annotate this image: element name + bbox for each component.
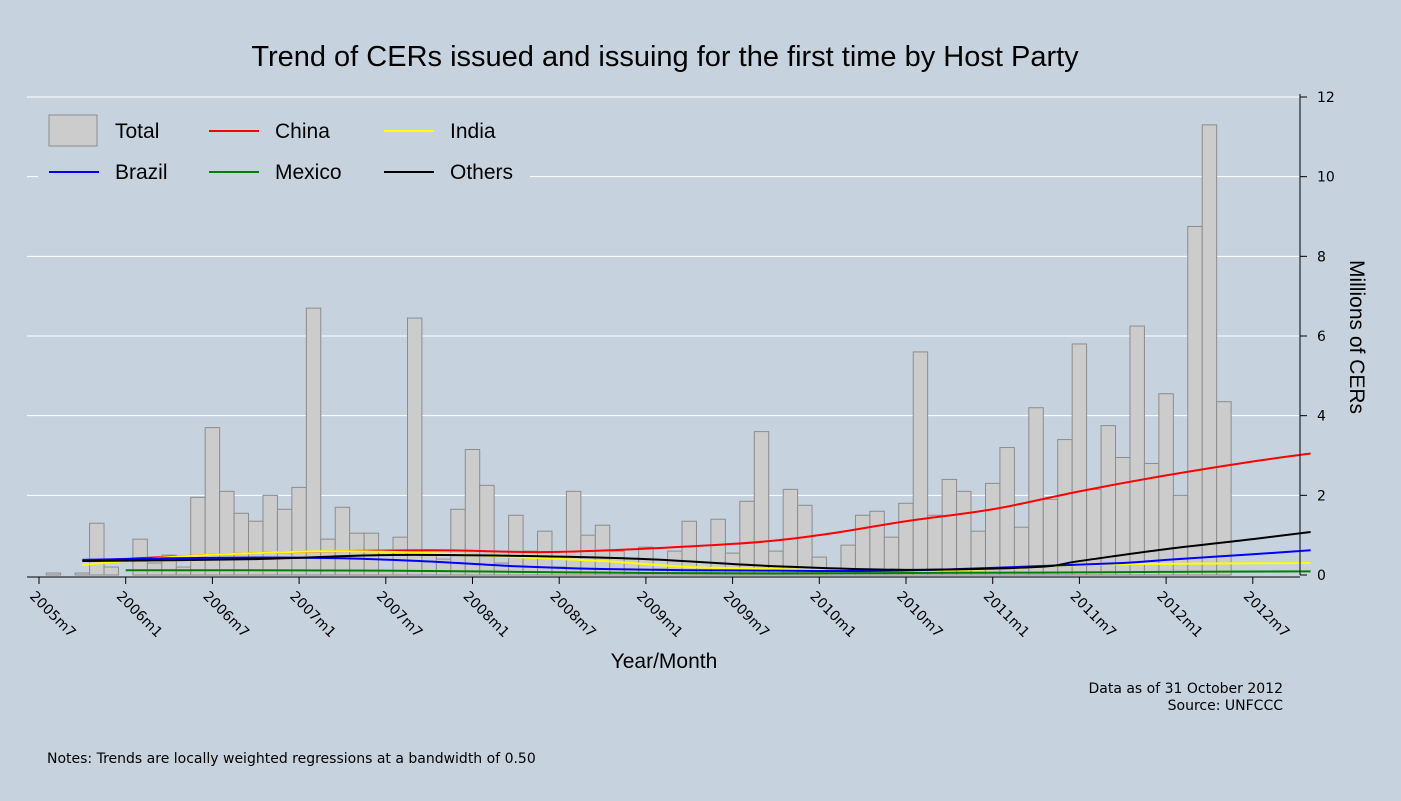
bar <box>1158 393 1174 576</box>
x-tick-label: 2005m7 <box>26 589 78 641</box>
y-axis: 0 2 4 6 8 10 12 <box>1299 90 1335 584</box>
bar <box>1042 498 1059 576</box>
legend-label-mexico: Mexico <box>275 161 342 184</box>
x-tick-label: 2009m7 <box>720 589 772 641</box>
bar <box>956 490 972 576</box>
legend-label-india: India <box>450 120 496 143</box>
y-tick-label: 10 <box>1317 170 1335 186</box>
bar <box>1071 343 1088 576</box>
bar <box>248 520 264 576</box>
bar <box>898 502 914 576</box>
data-date-note: Data as of 31 October 2012 <box>1088 681 1283 697</box>
bar <box>1100 425 1117 576</box>
bar <box>349 532 365 576</box>
bar <box>869 510 885 576</box>
x-tick-label: 2011m7 <box>1067 589 1119 641</box>
y-tick-label: 12 <box>1317 90 1335 106</box>
trend-line-mexico <box>125 569 1311 575</box>
bar <box>797 504 813 576</box>
bar <box>638 546 654 576</box>
bar <box>392 536 408 576</box>
x-tick-label: 2008m7 <box>546 589 598 641</box>
x-tick-label: 2012m7 <box>1240 589 1292 641</box>
bar <box>1057 439 1073 576</box>
bar <box>508 514 524 576</box>
source-note: Source: UNFCCC <box>1168 698 1284 714</box>
bar <box>941 478 958 576</box>
bar <box>363 532 380 576</box>
bar <box>262 494 278 576</box>
x-tick-label: 2010m7 <box>893 589 945 641</box>
bar <box>406 317 423 576</box>
bar <box>276 508 293 576</box>
trend-line-others <box>82 530 1311 571</box>
legend-swatch-total <box>48 114 98 147</box>
bars <box>45 124 1232 576</box>
y-tick-label: 2 <box>1317 488 1326 504</box>
bar <box>479 484 495 576</box>
bar <box>537 530 553 576</box>
y-tick-label: 4 <box>1317 409 1326 425</box>
x-axis-label: Year/Month <box>611 650 718 673</box>
bar <box>190 496 206 576</box>
legend: Total China India Brazil Mexico Others <box>38 108 530 191</box>
y-tick-label: 0 <box>1317 568 1326 584</box>
bar <box>1187 225 1203 576</box>
bar <box>1143 462 1160 576</box>
legend-label-china: China <box>275 120 330 143</box>
footnote: Notes: Trends are locally weighted regre… <box>47 751 536 767</box>
bar <box>912 351 929 576</box>
bar <box>753 431 770 576</box>
bar <box>74 572 91 576</box>
bar <box>89 522 105 576</box>
x-tick-label: 2010m1 <box>806 589 858 641</box>
bar <box>1201 124 1218 576</box>
x-tick-label: 2011m1 <box>980 589 1032 641</box>
bar <box>291 486 307 576</box>
bar <box>667 550 683 576</box>
bar <box>233 512 250 576</box>
bar <box>305 307 322 576</box>
y-axis-label: Millions of CERs <box>1345 260 1368 414</box>
bar <box>334 506 351 576</box>
bar <box>999 447 1015 576</box>
bar <box>204 427 221 576</box>
bar <box>565 490 582 576</box>
y-tick-label: 6 <box>1317 329 1326 345</box>
bar <box>450 508 466 576</box>
bar <box>984 482 1001 576</box>
legend-label-total: Total <box>115 120 159 143</box>
trend-lines <box>82 452 1311 575</box>
y-tick-label: 8 <box>1317 249 1326 265</box>
bar <box>103 566 119 576</box>
bar <box>782 488 799 576</box>
bar <box>45 572 62 576</box>
bar <box>1086 488 1102 576</box>
x-tick-label: 2006m1 <box>113 589 165 641</box>
x-tick-label: 2007m1 <box>286 589 338 641</box>
bar <box>1216 401 1232 576</box>
x-tick-label: 2012m1 <box>1153 589 1205 641</box>
bar <box>1028 407 1044 576</box>
x-tick-label: 2007m7 <box>373 589 425 641</box>
bar <box>710 518 726 576</box>
chart-title: Trend of CERs issued and issuing for the… <box>251 41 1079 73</box>
x-tick-label: 2008m1 <box>460 589 512 641</box>
legend-label-brazil: Brazil <box>115 161 168 184</box>
bar <box>219 490 235 576</box>
x-tick-label: 2009m1 <box>633 589 685 641</box>
bar <box>146 562 163 576</box>
legend-label-others: Others <box>450 161 513 184</box>
x-tick-label: 2006m7 <box>200 589 252 641</box>
bar <box>1129 325 1145 576</box>
bar <box>927 514 943 576</box>
bar <box>1115 456 1131 576</box>
x-axis: 2005m7 2006m1 2006m7 2007m1 2007m7 2008m1 2008… <box>26 576 1300 641</box>
legend-background <box>38 108 530 191</box>
bar <box>854 514 871 576</box>
